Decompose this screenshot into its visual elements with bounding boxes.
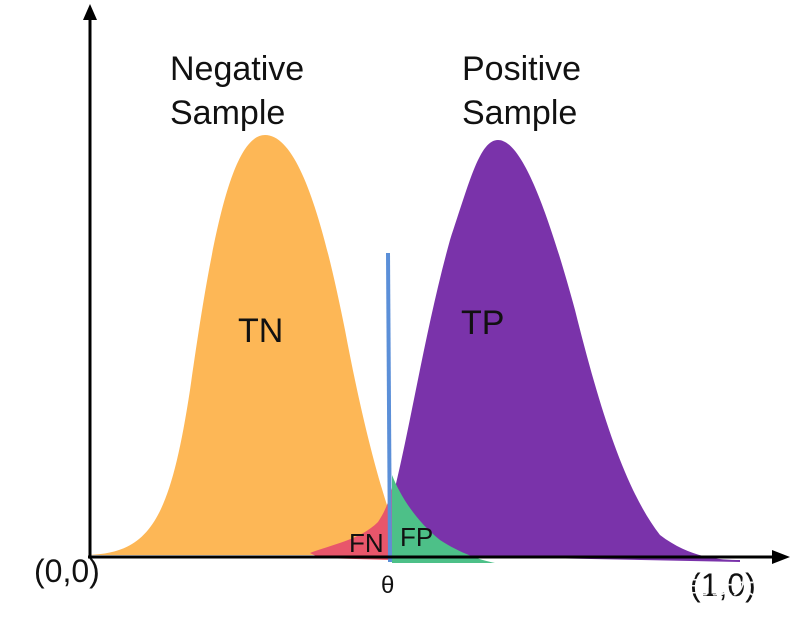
watermark: 知乎 @所向披靡的张大刀: [528, 574, 776, 599]
false-positive-region: [392, 475, 495, 563]
positive-title-line1: Positive: [462, 50, 581, 88]
x-axis-arrowhead: [772, 550, 790, 564]
negative-title-line2: Sample: [170, 94, 285, 132]
tp-label: TP: [461, 304, 504, 342]
positive-title-line2: Sample: [462, 94, 577, 132]
fp-label: FP: [400, 522, 433, 552]
false-negative-region: [310, 488, 392, 560]
positive-distribution: [392, 140, 740, 562]
negative-title-line1: Negative: [170, 50, 304, 88]
threshold-line: [386, 252, 392, 563]
threshold-label: θ: [381, 572, 394, 599]
fn-label: FN: [349, 528, 384, 558]
tn-label: TN: [238, 312, 283, 350]
y-axis-arrowhead: [83, 4, 97, 20]
origin-label: (0,0): [34, 553, 100, 589]
end-label: (1,0): [690, 567, 756, 603]
negative-distribution: [88, 135, 392, 555]
